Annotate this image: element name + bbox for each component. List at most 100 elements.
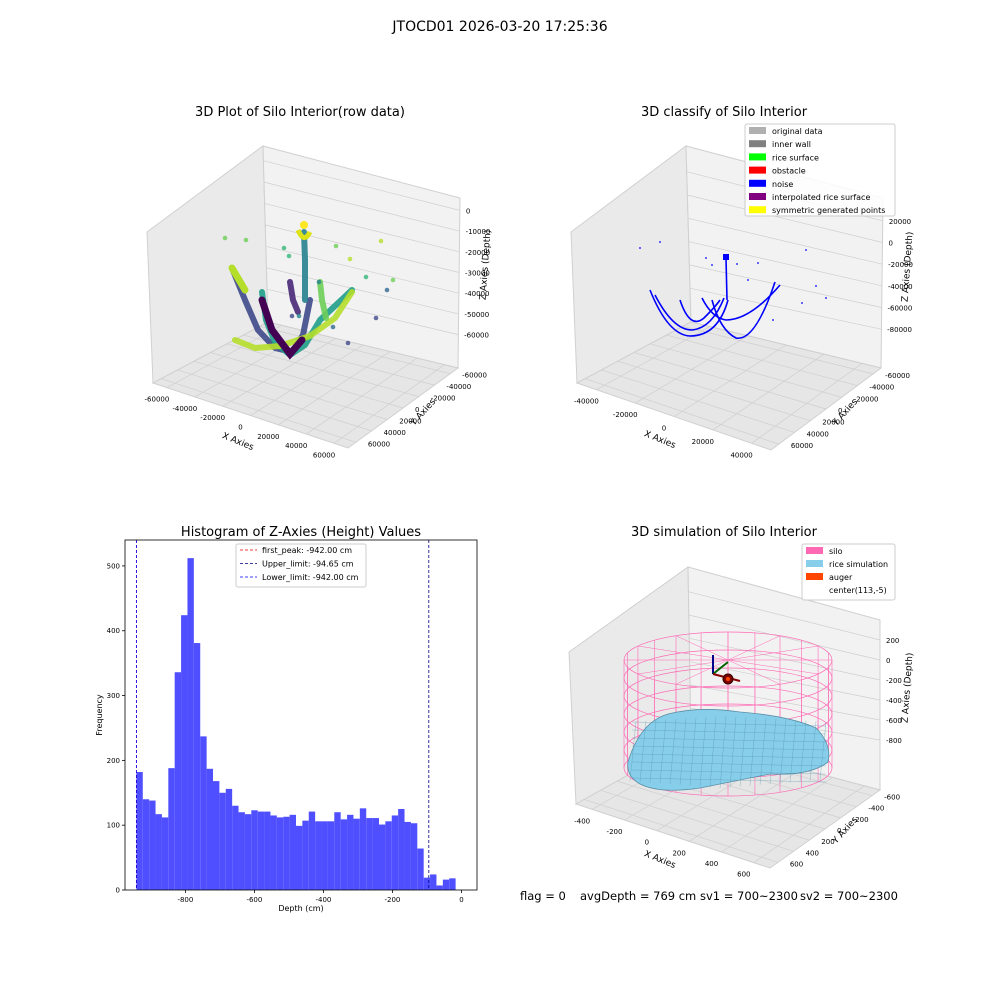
rice-surface-mesh	[769, 718, 777, 785]
sim-legend-label: silo	[829, 547, 843, 556]
raw-grid-y	[193, 360, 388, 420]
hist-x-tick-label: -800	[177, 896, 193, 904]
raw-grid-z	[266, 246, 459, 294]
rice-surface-mesh	[629, 721, 637, 781]
hist-bar	[449, 878, 456, 890]
rice-surface-mesh	[631, 769, 827, 775]
sim-grid-y	[600, 789, 794, 852]
hist-bar	[213, 781, 220, 890]
hist-legend: first_peak: -942.00 cm Upper_limit: -94.6…	[235, 543, 367, 588]
hist-legend-label: first_peak: -942.00 cm	[262, 546, 352, 555]
raw-point	[289, 313, 295, 319]
status-line: flag = 0 avgDepth = 769 cm sv1 = 700~230…	[520, 889, 898, 903]
rice-surface-mesh	[779, 719, 787, 784]
classify-legend-swatch	[749, 153, 766, 161]
sim-x-tick-label: -400	[574, 817, 590, 825]
sim-grid-z	[688, 614, 881, 661]
cls-grid-y	[633, 352, 827, 410]
classify-noise-point	[825, 297, 827, 299]
classify-noise-cluster	[723, 254, 729, 260]
raw-z-tick-label: -20000	[465, 249, 490, 257]
cls-x-tick-label: 40000	[730, 451, 752, 459]
status-avg-depth: avgDepth = 769 cm	[580, 889, 696, 903]
silo-top-spoke	[727, 645, 819, 661]
raw-point	[373, 315, 379, 321]
sim-y-tick-label: 200	[821, 838, 834, 846]
hist-bar	[155, 814, 162, 890]
hist-bar	[219, 792, 226, 890]
hist-bar	[181, 615, 188, 890]
sim-y-tick-label: -600	[884, 794, 900, 802]
hist-bar	[315, 821, 322, 890]
hist-bar	[391, 815, 399, 890]
raw-point	[347, 256, 353, 262]
hist-bar	[321, 821, 328, 890]
silo-top-spoke	[727, 635, 781, 661]
hist-bar	[340, 819, 348, 890]
sim-z-tick-label: 0	[886, 657, 890, 665]
classify-noise-point	[711, 264, 713, 266]
raw-point	[363, 274, 369, 280]
raw-point	[390, 277, 396, 283]
panel-raw-3d: 3D Plot of Silo Interior(row data) -6000…	[145, 105, 494, 459]
hist-bar	[366, 818, 373, 890]
raw-grid-z	[266, 267, 459, 315]
raw-point	[222, 235, 228, 241]
classify-legend-swatch	[749, 127, 766, 134]
hist-reference-lines	[135, 540, 430, 890]
status-sv1: sv1 = 700~2300	[700, 889, 798, 903]
hist-bar	[251, 810, 258, 890]
silo-top-spoke	[675, 635, 729, 661]
hist-bar	[206, 768, 213, 890]
raw-grid-y	[177, 369, 372, 432]
sim-y-tick-label: 0	[837, 827, 841, 835]
rice-surface-mesh	[759, 718, 767, 785]
hist-y-tick-label: 500	[107, 562, 120, 570]
sim-x-tick-label: 400	[705, 860, 718, 868]
classify-noise-curve	[679, 299, 721, 323]
hist-bar	[257, 811, 265, 890]
hist-bar	[136, 772, 143, 890]
hist-legend-label: Lower_limit: -942.00 cm	[262, 573, 359, 582]
cls-x-tick-label: -40000	[574, 398, 599, 406]
sim-z-tick-label: -200	[886, 677, 902, 685]
hist-bar	[410, 823, 418, 890]
sim-x-tick-label: 200	[672, 849, 685, 857]
hist-bar	[168, 768, 175, 890]
raw-3d-zlabel: Z Axies (Depth)	[479, 229, 494, 300]
cls-grid-y	[617, 360, 811, 422]
hist-bars	[136, 558, 456, 890]
rice-surface-mesh	[739, 717, 747, 787]
raw-y-tick-label: -60000	[462, 372, 487, 380]
hist-bar	[385, 821, 392, 890]
raw-grid-z	[267, 288, 459, 335]
hist-bar	[398, 808, 405, 890]
classify-3d-zlabel: Z Axies (Depth)	[901, 231, 916, 302]
classify-noise-curve	[701, 284, 781, 321]
status-flag: flag = 0	[520, 889, 566, 903]
raw-grid-z	[263, 160, 460, 211]
hist-bar	[270, 815, 277, 890]
raw-3d-x-ticks: -60000-40000-20000 0 20000 40000 60000	[145, 396, 336, 460]
hist-bar	[372, 818, 379, 890]
hist-y-tick-label: 400	[107, 627, 120, 635]
hist-bar	[232, 805, 239, 890]
raw-3d-z-ticks: 0 -10000 -20000 -30000 -40000 -50000 -60000	[464, 207, 490, 339]
raw-point	[286, 253, 292, 259]
hist-bar	[378, 824, 386, 890]
cls-y-tick-label: -40000	[869, 384, 894, 392]
sim-grid-z	[688, 591, 881, 641]
hist-y-tick-label: 200	[107, 757, 120, 765]
panel-histogram: Histogram of Z-Axies (Height) Values -80…	[95, 525, 478, 913]
auger-axis-y	[712, 661, 729, 675]
hist-xlabel: Depth (cm)	[278, 904, 323, 913]
rice-surface-mesh	[789, 720, 797, 783]
sim-legend-label: auger	[829, 573, 853, 582]
classify-3d-title: 3D classify of Silo Interior	[641, 105, 808, 120]
raw-x-tick-label: -20000	[200, 414, 225, 422]
hist-bar	[404, 821, 411, 890]
raw-3d-gridlines	[161, 160, 460, 444]
cls-z-tick-label: -20000	[888, 261, 913, 269]
cls-y-tick-label: -60000	[885, 372, 910, 380]
